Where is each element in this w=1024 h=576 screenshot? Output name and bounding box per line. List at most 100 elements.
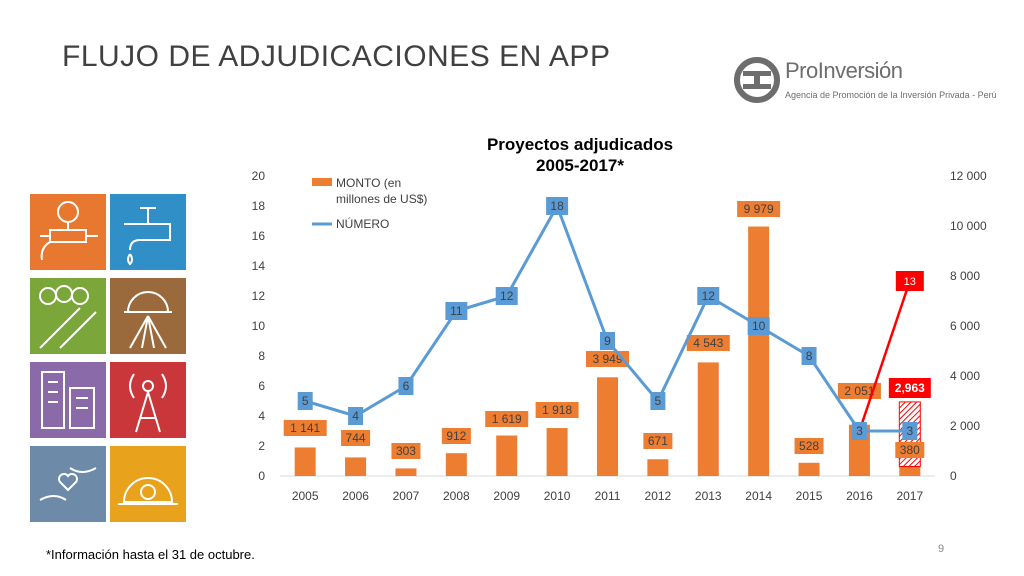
line-value-label: 6 <box>403 379 410 393</box>
bar-2009 <box>496 435 518 476</box>
line-value-label: 11 <box>450 304 463 318</box>
x-axis-tick-label: 2007 <box>393 489 420 503</box>
bar-label-bg <box>737 201 781 217</box>
line-label-bg <box>297 392 313 410</box>
right-axis-tick-label: 12 000 <box>950 169 987 183</box>
highlight-bar-label-bg <box>888 378 931 398</box>
logo-name: ProInversión <box>785 58 903 83</box>
bar-label-bg <box>341 430 371 446</box>
bar-value-label: 4 543 <box>693 336 723 350</box>
bar-2014 <box>748 226 770 476</box>
line-value-label: 12 <box>702 289 716 303</box>
bar-label-bg <box>441 428 471 444</box>
bar-value-label: 380 <box>900 443 920 457</box>
line-label-bg <box>546 197 569 215</box>
footnote: *Información hasta el 31 de octubre. <box>46 547 255 562</box>
bar-value-label: 912 <box>446 429 466 443</box>
left-axis-tick-label: 6 <box>258 379 265 393</box>
sun-field-icon <box>110 278 186 354</box>
line-label-bg <box>697 287 720 305</box>
bar-value-label: 2 051 <box>844 384 874 398</box>
left-axis-tick-label: 4 <box>258 409 265 423</box>
bar-label-bg <box>686 335 730 351</box>
left-axis-tick-label: 0 <box>258 469 265 483</box>
line-label-bg <box>495 287 518 305</box>
bar-label-bg <box>794 438 824 454</box>
bar-label-bg <box>895 442 925 458</box>
line-label-bg <box>851 422 867 440</box>
left-axis-tick-label: 10 <box>252 319 266 333</box>
bar-value-label: 744 <box>346 431 366 445</box>
line-label-bg <box>445 302 468 320</box>
left-axis-tick-label: 14 <box>252 259 266 273</box>
line-label-bg <box>348 407 364 425</box>
bar-2011 <box>597 377 618 476</box>
line-label-bg <box>600 332 615 350</box>
slide-title: FLUJO DE ADJUDICACIONES EN APP <box>62 40 611 73</box>
bar-value-label: 1 141 <box>290 421 320 435</box>
x-axis-tick-label: 2009 <box>493 489 520 503</box>
right-axis-tick-label: 8 000 <box>950 269 980 283</box>
right-axis-tick-label: 6 000 <box>950 319 980 333</box>
right-axis-tick-label: 0 <box>950 469 957 483</box>
bar-2008 <box>445 453 467 476</box>
bar-value-label: 1 619 <box>492 412 522 426</box>
line-value-label: 5 <box>655 394 662 408</box>
chart-subtitle: 2005-2017* <box>536 156 624 175</box>
bar-label-bg <box>283 420 327 436</box>
right-axis-tick-label: 10 000 <box>950 219 987 233</box>
bar-label-bg <box>643 433 673 449</box>
legend-bar-swatch <box>312 178 332 186</box>
x-axis-tick-label: 2010 <box>544 489 571 503</box>
line-value-label: 9 <box>604 334 611 348</box>
line-label-bg <box>801 347 817 365</box>
legend-line-label: NÚMERO <box>336 216 389 231</box>
bar-label-bg <box>485 411 529 427</box>
left-axis-tick-label: 2 <box>258 439 265 453</box>
line-value-label: 12 <box>500 289 514 303</box>
x-axis-tick-label: 2011 <box>595 489 621 503</box>
antenna-signal-icon <box>110 362 186 438</box>
left-axis-tick-label: 8 <box>258 349 265 363</box>
highlight-number-label: 13 <box>904 276 916 288</box>
buildings-icon <box>30 362 106 438</box>
x-axis-tick-label: 2008 <box>443 489 470 503</box>
bar-2005 <box>294 447 316 476</box>
line-value-label: 8 <box>806 349 813 363</box>
line-value-label: 5 <box>302 394 309 408</box>
line-value-label: 4 <box>352 409 359 423</box>
hands-heart-icon <box>30 446 106 522</box>
line-label-bg <box>747 317 770 335</box>
chart-legend: MONTO (en millones de US$) NÚMERO <box>312 176 427 231</box>
legend-bar-label-line2: millones de US$) <box>336 192 427 206</box>
water-meter-icon <box>30 194 106 270</box>
bar-value-label: 3 949 <box>592 352 622 366</box>
line-label-bg <box>650 392 666 410</box>
right-axis-tick-label: 2 000 <box>950 419 980 433</box>
bar-2017 <box>899 466 921 476</box>
x-axis-tick-label: 2005 <box>292 489 319 503</box>
bar-label-bg <box>837 383 881 399</box>
bar-2010 <box>546 428 568 476</box>
bar-2013 <box>697 362 719 476</box>
line-value-label: 3 <box>856 424 863 438</box>
hard-hat-icon <box>110 446 186 522</box>
bar-value-label: 9 979 <box>744 202 774 216</box>
highlight-line <box>858 280 911 432</box>
left-axis-tick-label: 16 <box>252 229 266 243</box>
water-tap-icon <box>110 194 186 270</box>
highlight-bar-label: 2,963 <box>895 381 925 395</box>
line-value-label: 10 <box>752 319 766 333</box>
bar-2006 <box>345 457 367 476</box>
line-value-label: 18 <box>550 199 564 213</box>
bar-2007 <box>395 468 417 476</box>
proinversion-logo: ProInversión Agencia de Promoción de la … <box>733 52 997 112</box>
left-axis-tick-label: 18 <box>252 199 266 213</box>
line-label-bg <box>398 377 414 395</box>
left-axis-tick-label: 12 <box>252 289 266 303</box>
chart-title: Proyectos adjudicados <box>487 135 673 154</box>
road-trees-icon <box>30 278 106 354</box>
proinversion-emblem-icon <box>734 57 780 103</box>
x-axis-tick-label: 2015 <box>796 489 823 503</box>
